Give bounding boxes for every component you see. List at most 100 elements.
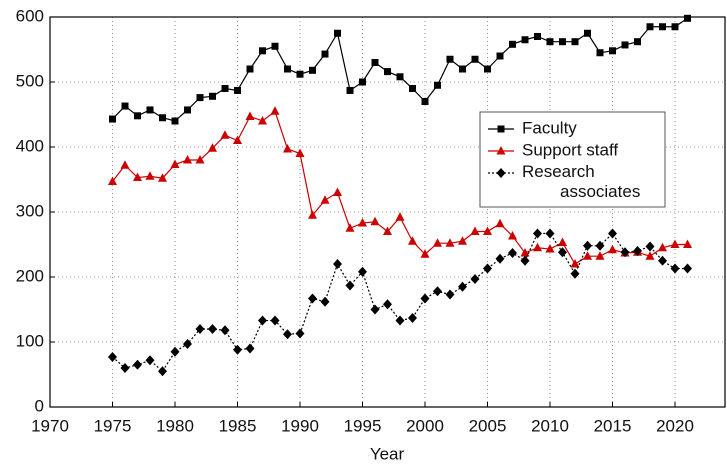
marker: [308, 210, 317, 219]
marker: [109, 115, 116, 123]
legend-label: Faculty: [522, 118, 577, 137]
marker: [534, 33, 541, 40]
marker: [583, 251, 592, 260]
marker: [608, 228, 617, 239]
marker: [108, 351, 117, 362]
marker: [621, 41, 629, 49]
marker: [521, 36, 529, 44]
marker: [108, 176, 117, 185]
marker: [358, 218, 367, 227]
x-tick-label: 2000: [406, 416, 444, 435]
marker: [184, 106, 191, 114]
marker: [296, 70, 304, 78]
marker: [346, 86, 354, 94]
marker: [209, 92, 216, 100]
y-tick-label: 0: [35, 396, 44, 415]
marker: [684, 14, 691, 22]
marker: [558, 237, 567, 247]
marker: [595, 251, 605, 260]
marker: [258, 116, 267, 125]
marker: [645, 241, 655, 252]
marker: [145, 355, 155, 366]
marker: [295, 328, 305, 339]
marker: [370, 304, 380, 315]
marker: [145, 171, 155, 180]
marker: [671, 23, 679, 31]
marker: [559, 38, 566, 46]
marker: [284, 65, 291, 73]
marker: [208, 143, 217, 152]
legend-box: [479, 111, 666, 208]
marker: [570, 259, 580, 268]
y-tick-label: 200: [16, 266, 44, 285]
y-tick-label: 500: [16, 71, 44, 90]
marker: [270, 106, 280, 115]
marker: [670, 263, 680, 274]
marker: [308, 293, 317, 304]
x-tick-label: 2005: [469, 416, 507, 435]
y-tick-label: 300: [16, 201, 44, 220]
marker: [370, 216, 380, 226]
marker: [220, 325, 230, 336]
marker: [496, 146, 506, 155]
x-tick-label: 1985: [219, 416, 257, 435]
marker: [620, 247, 630, 258]
marker: [683, 239, 692, 248]
marker: [358, 266, 367, 277]
legend-label: Research associates: [522, 162, 640, 201]
marker: [670, 239, 680, 248]
marker: [658, 242, 667, 252]
marker: [345, 223, 355, 232]
x-axis-label: Year: [370, 444, 405, 463]
x-tick-label: 2015: [594, 416, 632, 435]
marker: [246, 65, 254, 73]
marker: [408, 236, 417, 245]
marker: [533, 228, 542, 239]
legend-label-line: Research: [522, 162, 595, 181]
plot-frame: [49, 16, 726, 408]
marker: [497, 125, 505, 133]
marker: [659, 23, 666, 31]
marker: [320, 195, 330, 204]
marker: [221, 85, 229, 92]
marker: [120, 160, 130, 169]
marker: [646, 23, 654, 31]
marker: [595, 240, 605, 251]
marker: [196, 94, 204, 102]
y-tick-label: 100: [16, 331, 44, 350]
marker: [546, 38, 554, 46]
legend-label: Support staff: [522, 140, 618, 159]
marker: [545, 228, 555, 239]
marker: [458, 236, 467, 245]
marker: [208, 324, 217, 334]
marker: [383, 299, 392, 310]
marker: [420, 293, 430, 304]
marker: [484, 65, 491, 73]
marker: [458, 281, 467, 292]
marker: [683, 263, 692, 274]
marker: [121, 102, 129, 110]
marker: [245, 343, 255, 354]
marker: [496, 168, 506, 178]
marker: [495, 218, 505, 228]
marker: [259, 47, 266, 55]
marker: [271, 42, 279, 50]
marker: [520, 255, 530, 266]
marker: [608, 244, 617, 254]
y-tick-label: 600: [16, 6, 44, 25]
marker: [470, 226, 480, 235]
marker: [471, 55, 479, 63]
marker: [258, 315, 267, 326]
marker: [395, 315, 405, 326]
marker: [570, 268, 580, 279]
x-tick-label: 2020: [656, 416, 694, 435]
marker: [134, 112, 141, 120]
marker: [558, 247, 567, 258]
marker: [234, 86, 241, 94]
marker: [334, 29, 341, 37]
marker: [158, 366, 167, 377]
marker: [133, 172, 142, 182]
marker: [384, 68, 391, 76]
marker: [233, 344, 242, 355]
